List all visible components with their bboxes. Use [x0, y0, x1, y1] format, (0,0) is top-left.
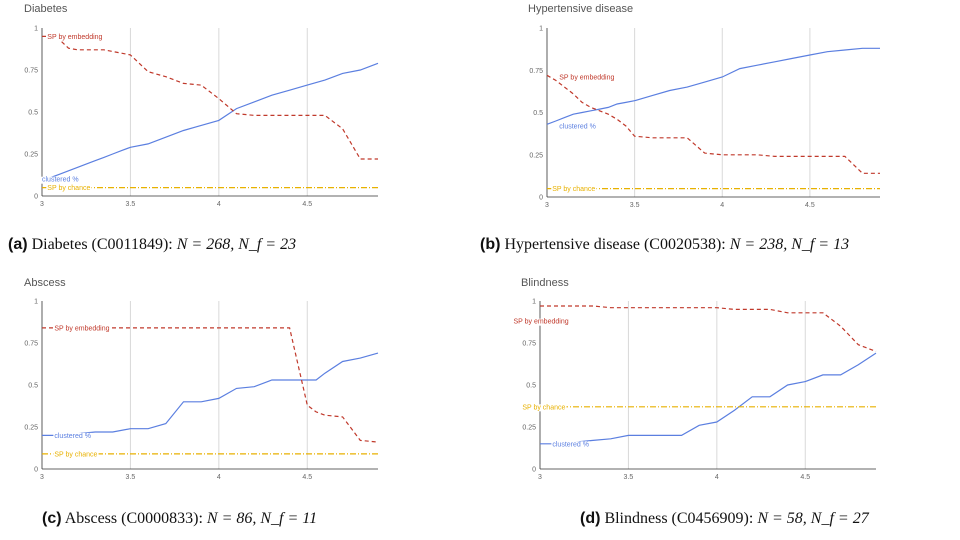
- x-tick-label: 3.5: [126, 474, 136, 481]
- caption-a: (a) Diabetes (C0011849): N = 268, N_f = …: [8, 236, 296, 254]
- series-label-clustered: clustered %: [552, 441, 589, 448]
- series-line-embedding: [42, 35, 378, 160]
- series-label-background: [551, 441, 590, 449]
- series-label-background: [41, 176, 80, 184]
- caption-d: (d) Blindness (C0456909): N = 58, N_f = …: [580, 510, 869, 528]
- y-tick-label: 0.25: [529, 152, 543, 159]
- series-label-background: [558, 123, 597, 131]
- chart-title: Abscess: [24, 277, 66, 289]
- x-tick-label: 3: [538, 474, 542, 481]
- x-tick-label: 3.5: [126, 201, 136, 208]
- caption-math: N = 58, N_f = 27: [757, 510, 869, 527]
- x-tick-label: 4: [217, 474, 221, 481]
- y-tick-label: 0.75: [522, 341, 536, 348]
- x-tick-label: 4.5: [302, 201, 312, 208]
- x-tick-label: 4.5: [805, 202, 815, 209]
- caption-math: N = 86, N_f = 11: [206, 510, 318, 527]
- series-label-background: [512, 318, 570, 326]
- series-label-chance: SP by chance: [47, 185, 90, 192]
- y-tick-label: 0: [34, 467, 38, 474]
- series-label-clustered: clustered %: [54, 433, 91, 440]
- caption-b: (b) Hypertensive disease (C0020538): N =…: [480, 236, 849, 254]
- y-tick-label: 0.5: [28, 110, 38, 117]
- chart-diabetes: Diabetes 0 0.25 0.5 0.75 1 3 3.5 4 4.5 clustered %…: [24, 3, 379, 208]
- x-tick-label: 3.5: [630, 202, 640, 209]
- y-tick-label: 0: [539, 195, 543, 202]
- y-tick-label: 1: [34, 299, 38, 306]
- caption-math: N = 268, N_f = 23: [176, 236, 297, 253]
- y-tick-label: 1: [539, 26, 543, 33]
- series-label-background: [46, 185, 92, 193]
- y-tick-label: 0.5: [28, 383, 38, 390]
- y-tick-label: 0.75: [24, 341, 38, 348]
- series-label-embedding: SP by embedding: [513, 319, 568, 326]
- y-tick-label: 0.25: [24, 152, 38, 159]
- series-line-embedding: [42, 327, 379, 443]
- chart-title: Blindness: [521, 277, 569, 289]
- y-tick-label: 0.25: [522, 425, 536, 432]
- series-label-background: [521, 404, 567, 412]
- x-tick-label: 3: [545, 202, 549, 209]
- y-tick-label: 0.5: [526, 383, 536, 390]
- series-label-background: [46, 33, 104, 41]
- series-label-embedding: SP by embedding: [54, 325, 109, 332]
- chart-abscess: Abscess 0 0.25 0.5 0.75 1 3 3.5 4 4.5 clustered % S…: [24, 277, 379, 481]
- y-tick-label: 0.75: [529, 68, 543, 75]
- x-tick-label: 4: [720, 202, 724, 209]
- chart-panel-b: Hypertensive disease 0 0.25 0.5 0.75 1 3 3.5 4 4.…: [480, 0, 960, 270]
- x-tick-label: 3: [40, 201, 44, 208]
- x-tick-label: 3: [40, 474, 44, 481]
- chart-blindness: Blindness 0 0.25 0.5 0.75 1 3 3.5 4 4.5 clustered …: [512, 277, 877, 481]
- caption-text: Diabetes (C0011849):: [31, 236, 177, 253]
- series-label-chance: SP by chance: [54, 451, 97, 458]
- chart-panel-a: Diabetes 0 0.25 0.5 0.75 1 3 3.5 4 4.5 clustered %…: [0, 0, 480, 270]
- series-line-clustered: [42, 352, 379, 436]
- chart-panel-c: Abscess 0 0.25 0.5 0.75 1 3 3.5 4 4.5 clustered % S…: [0, 270, 480, 540]
- y-tick-label: 0.25: [24, 425, 38, 432]
- series-label-background: [558, 74, 616, 82]
- y-tick-label: 1: [34, 26, 38, 33]
- series-label-background: [53, 451, 99, 459]
- series-label-background: [551, 186, 597, 194]
- caption-c: (c) Abscess (C0000833): N = 86, N_f = 11: [42, 510, 317, 528]
- x-tick-label: 4: [217, 201, 221, 208]
- series-label-chance: SP by chance: [552, 186, 595, 193]
- series-label-background: [53, 325, 111, 333]
- series-line-clustered: [540, 352, 877, 445]
- x-tick-label: 3.5: [624, 474, 634, 481]
- series-label-clustered: clustered %: [42, 177, 79, 184]
- x-tick-label: 4.5: [302, 474, 312, 481]
- series-label-clustered: clustered %: [559, 124, 596, 131]
- y-tick-label: 0: [34, 194, 38, 201]
- y-tick-label: 1: [532, 299, 536, 306]
- series-line-clustered: [41, 62, 379, 180]
- chart-panel-d: Blindness 0 0.25 0.5 0.75 1 3 3.5 4 4.5 clustered …: [480, 270, 960, 540]
- caption-text: Abscess (C0000833):: [64, 510, 207, 527]
- caption-letter: (b): [480, 236, 501, 253]
- series-line-embedding: [540, 305, 877, 352]
- y-tick-label: 0.75: [24, 68, 38, 75]
- series-label-chance: SP by chance: [522, 404, 565, 411]
- series-label-background: [53, 432, 92, 440]
- caption-letter: (a): [8, 236, 28, 253]
- x-tick-label: 4: [715, 474, 719, 481]
- x-tick-label: 4.5: [800, 474, 810, 481]
- y-tick-label: 0.5: [533, 110, 543, 117]
- series-label-embedding: SP by embedding: [47, 34, 102, 41]
- caption-letter: (c): [42, 510, 62, 527]
- caption-letter: (d): [580, 510, 601, 527]
- chart-title: Diabetes: [24, 3, 68, 15]
- series-line-clustered: [546, 47, 880, 125]
- series-line-embedding: [546, 74, 880, 174]
- caption-math: N = 238, N_f = 13: [729, 236, 850, 253]
- series-label-embedding: SP by embedding: [559, 75, 614, 82]
- y-tick-label: 0: [532, 467, 536, 474]
- caption-text: Hypertensive disease (C0020538):: [504, 236, 730, 253]
- caption-text: Blindness (C0456909):: [604, 510, 758, 527]
- chart-hypertensive-disease: Hypertensive disease 0 0.25 0.5 0.75 1 3 3.5 4 4.…: [528, 3, 880, 209]
- chart-title: Hypertensive disease: [528, 3, 633, 15]
